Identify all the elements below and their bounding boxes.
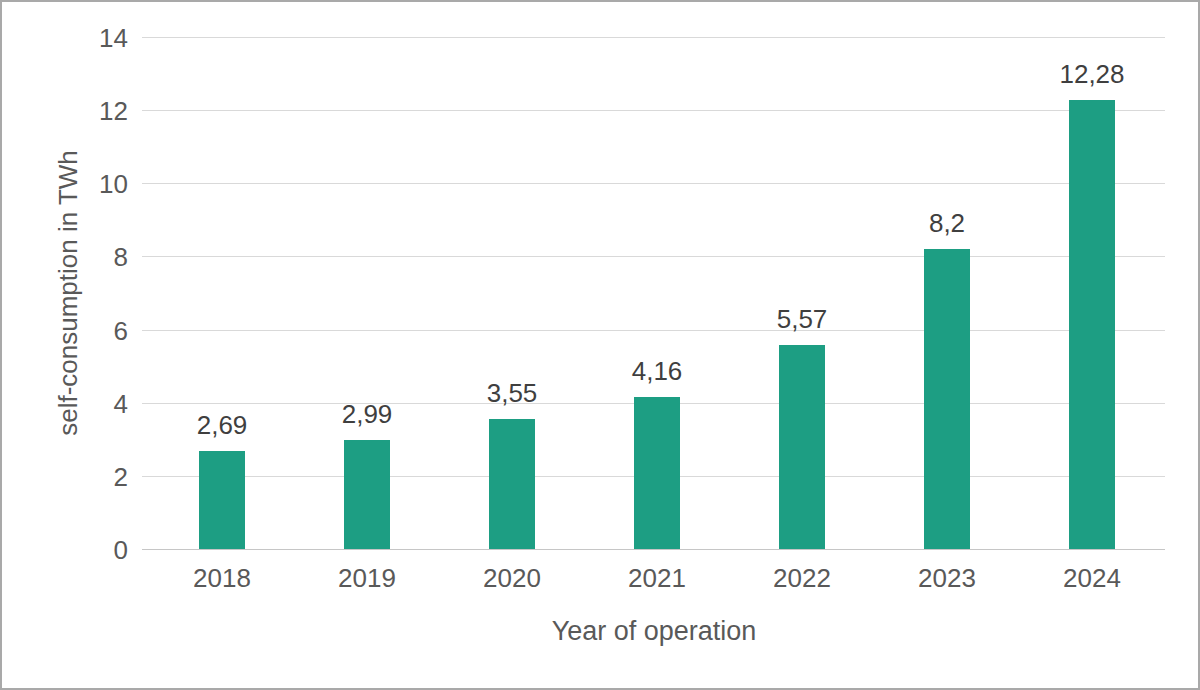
x-tick-label: 2020 <box>483 563 541 594</box>
bar-value-label: 3,55 <box>487 378 538 408</box>
bar-value-label: 2,69 <box>197 410 248 440</box>
bar-value-label: 2,99 <box>342 399 393 429</box>
bar <box>779 345 825 549</box>
bar <box>1069 100 1115 549</box>
x-axis-title: Year of operation <box>552 616 757 647</box>
x-tick-label: 2024 <box>1063 563 1121 594</box>
bar <box>489 419 535 549</box>
gridline <box>142 37 1165 38</box>
bar <box>924 249 970 549</box>
gridline <box>142 183 1165 184</box>
chart-frame: self-consumption in TWh 024681012142,692… <box>0 0 1200 690</box>
x-tick-label: 2018 <box>193 563 251 594</box>
gridline <box>142 330 1165 331</box>
x-axis-line <box>142 549 1165 550</box>
bar <box>199 451 245 549</box>
gridline <box>142 110 1165 111</box>
bar-value-label: 4,16 <box>632 356 683 386</box>
y-tick-label: 6 <box>28 315 128 346</box>
x-tick-label: 2019 <box>338 563 396 594</box>
x-tick-label: 2022 <box>773 563 831 594</box>
y-tick-label: 2 <box>28 461 128 492</box>
y-tick-label: 8 <box>28 242 128 273</box>
bar-value-label: 12,28 <box>1059 59 1124 89</box>
y-tick-label: 0 <box>28 535 128 566</box>
x-tick-label: 2021 <box>628 563 686 594</box>
y-tick-label: 4 <box>28 388 128 419</box>
bar <box>344 440 390 549</box>
y-tick-label: 12 <box>28 96 128 127</box>
y-tick-label: 10 <box>28 169 128 200</box>
x-tick-label: 2023 <box>918 563 976 594</box>
bar <box>634 397 680 549</box>
bar-value-label: 8,2 <box>929 208 965 238</box>
bar-value-label: 5,57 <box>777 304 828 334</box>
y-tick-label: 14 <box>28 23 128 54</box>
gridline <box>142 256 1165 257</box>
